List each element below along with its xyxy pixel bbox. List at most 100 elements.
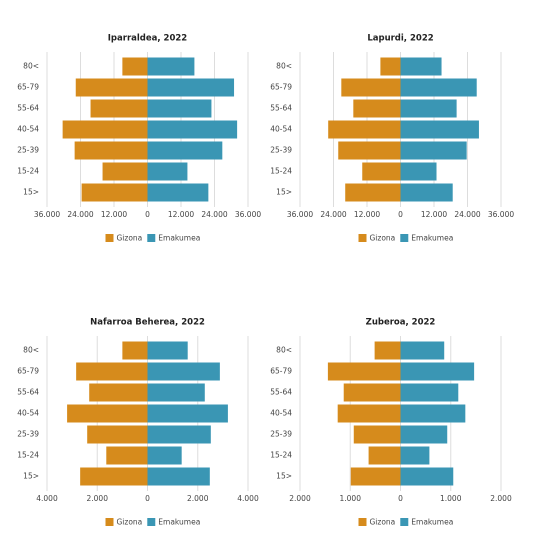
bar [400, 78, 477, 97]
legend-label: Emakumea [411, 234, 453, 243]
category-label: 40-54 [17, 409, 39, 418]
legend-swatch [105, 234, 114, 242]
bar [400, 425, 448, 444]
bar [400, 120, 479, 139]
bar [106, 446, 148, 465]
bar [343, 383, 401, 402]
bar [89, 383, 148, 402]
x-tick-label: 12.000 [101, 210, 127, 219]
category-label: 25-39 [17, 430, 39, 439]
bar [62, 120, 148, 139]
x-tick-label: 1.000 [440, 494, 462, 503]
x-tick-label: 2.000 [490, 494, 512, 503]
legend-swatch [147, 234, 156, 242]
x-tick-label: 2.000 [187, 494, 209, 503]
category-label: 55-64 [17, 388, 39, 397]
x-tick-label: 24.000 [320, 210, 346, 219]
legend-swatch [400, 234, 409, 242]
bar [400, 162, 437, 181]
legend-label: Gizona [117, 518, 143, 527]
category-label: 55-64 [270, 388, 292, 397]
legend-label: Emakumea [411, 518, 453, 527]
bar [400, 362, 475, 381]
legend-label: Gizona [370, 234, 396, 243]
category-label: 65-79 [17, 83, 39, 92]
category-label: 15-24 [17, 167, 39, 176]
x-tick-label: 12.000 [354, 210, 380, 219]
x-tick-label: 4.000 [237, 494, 259, 503]
x-tick-label: 12.000 [421, 210, 447, 219]
bar [380, 57, 401, 76]
bar [147, 78, 235, 97]
bar [87, 425, 148, 444]
bar [147, 99, 212, 118]
x-tick-label: 0 [398, 210, 403, 219]
bar [147, 362, 220, 381]
x-tick-label: 36.000 [488, 210, 514, 219]
x-tick-label: 1.000 [340, 494, 362, 503]
bar [147, 341, 188, 360]
bar [362, 162, 401, 181]
category-label: 25-39 [17, 146, 39, 155]
bar [81, 183, 148, 202]
bar [147, 183, 209, 202]
bar [147, 467, 210, 486]
legend-label: Emakumea [158, 234, 200, 243]
category-label: 40-54 [17, 125, 39, 134]
bar [147, 162, 188, 181]
bar [353, 99, 401, 118]
bar [147, 404, 228, 423]
bar [400, 183, 453, 202]
bar [337, 404, 401, 423]
bar [328, 120, 401, 139]
bar [122, 57, 148, 76]
bar [147, 446, 182, 465]
category-label: 15-24 [270, 167, 292, 176]
x-tick-label: 2.000 [289, 494, 311, 503]
bar [400, 57, 442, 76]
bar [67, 404, 148, 423]
bar [80, 467, 148, 486]
x-tick-label: 2.000 [87, 494, 109, 503]
category-label: 65-79 [17, 367, 39, 376]
chart-title: Lapurdi, 2022 [367, 34, 433, 44]
bar [368, 446, 401, 465]
bar [75, 78, 148, 97]
category-label: 55-64 [270, 104, 292, 113]
category-label: 40-54 [270, 125, 292, 134]
x-tick-label: 24.000 [201, 210, 227, 219]
bar [90, 99, 148, 118]
legend-label: Gizona [370, 518, 396, 527]
legend-swatch [358, 518, 367, 526]
bar [74, 141, 148, 160]
bar [147, 383, 205, 402]
chart-title: Nafarroa Beherea, 2022 [90, 318, 205, 328]
category-label: 80< [23, 62, 39, 71]
legend-swatch [105, 518, 114, 526]
x-tick-label: 24.000 [67, 210, 93, 219]
category-label: 65-79 [270, 83, 292, 92]
bar [400, 446, 430, 465]
category-label: 25-39 [270, 146, 292, 155]
category-label: 25-39 [270, 430, 292, 439]
category-label: 80< [276, 346, 292, 355]
bar [147, 57, 195, 76]
bar [400, 341, 445, 360]
category-label: 55-64 [17, 104, 39, 113]
bar [76, 362, 148, 381]
bar [400, 404, 466, 423]
bar [400, 99, 457, 118]
legend-swatch [358, 234, 367, 242]
x-tick-label: 24.000 [454, 210, 480, 219]
category-label: 15-24 [270, 451, 292, 460]
legend-swatch [147, 518, 156, 526]
bar [353, 425, 401, 444]
x-tick-label: 0 [145, 210, 150, 219]
category-label: 80< [23, 346, 39, 355]
x-tick-label: 0 [145, 494, 150, 503]
x-tick-label: 4.000 [36, 494, 58, 503]
x-tick-label: 36.000 [287, 210, 313, 219]
bar [350, 467, 401, 486]
bar [345, 183, 401, 202]
